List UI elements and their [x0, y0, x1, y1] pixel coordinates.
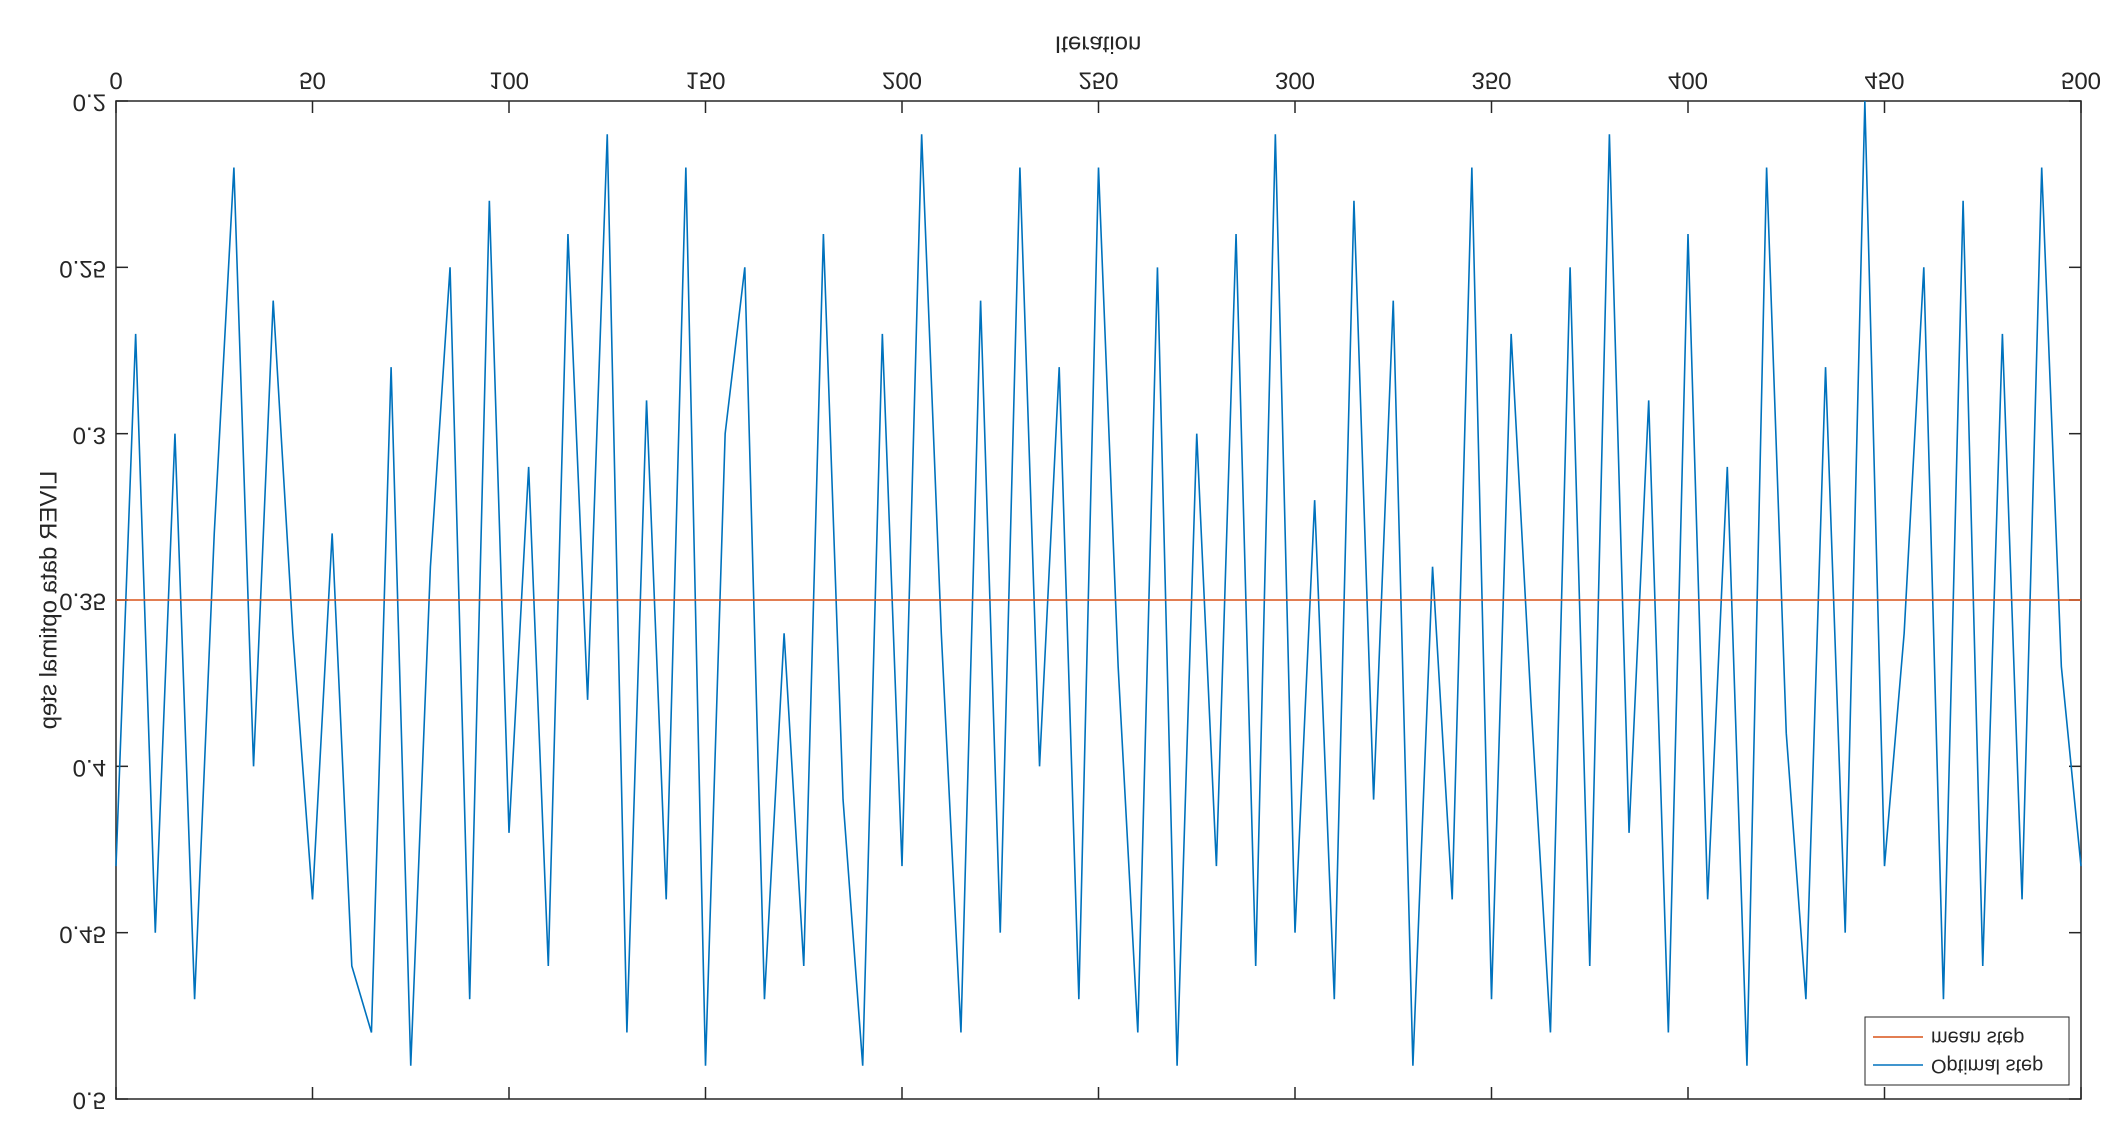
x-tick-label: 300 — [1275, 67, 1315, 94]
x-tick-label: 400 — [1668, 67, 1708, 94]
x-tick-label: 50 — [299, 67, 326, 94]
y-tick-label: 0.2 — [73, 89, 106, 116]
x-tick-label: 200 — [882, 67, 922, 94]
y-axis-label: LIVER data optimal step — [35, 471, 62, 730]
legend-box — [1864, 1016, 2070, 1086]
x-tick-label: 0 — [109, 67, 122, 94]
y-tick-label: 0.45 — [59, 920, 106, 947]
y-tick-label: 0.5 — [73, 1087, 106, 1114]
y-tick-label: 0.35 — [59, 588, 106, 615]
x-axis-label: Iteration — [1055, 31, 1142, 58]
y-tick-label: 0.3 — [73, 421, 106, 448]
x-tick-label: 100 — [489, 67, 529, 94]
x-tick-label: 250 — [1078, 67, 1118, 94]
data-line — [115, 100, 2082, 1066]
x-tick-label: 350 — [1471, 67, 1511, 94]
x-tick-label: 150 — [685, 67, 725, 94]
y-tick-label: 0.25 — [59, 255, 106, 282]
legend-label: Optimal step — [1931, 1055, 2043, 1077]
x-tick-label: 500 — [2061, 67, 2101, 94]
x-tick-label: 450 — [1864, 67, 1904, 94]
y-tick-label: 0.4 — [73, 754, 106, 781]
legend-label: mean step — [1931, 1027, 2024, 1049]
